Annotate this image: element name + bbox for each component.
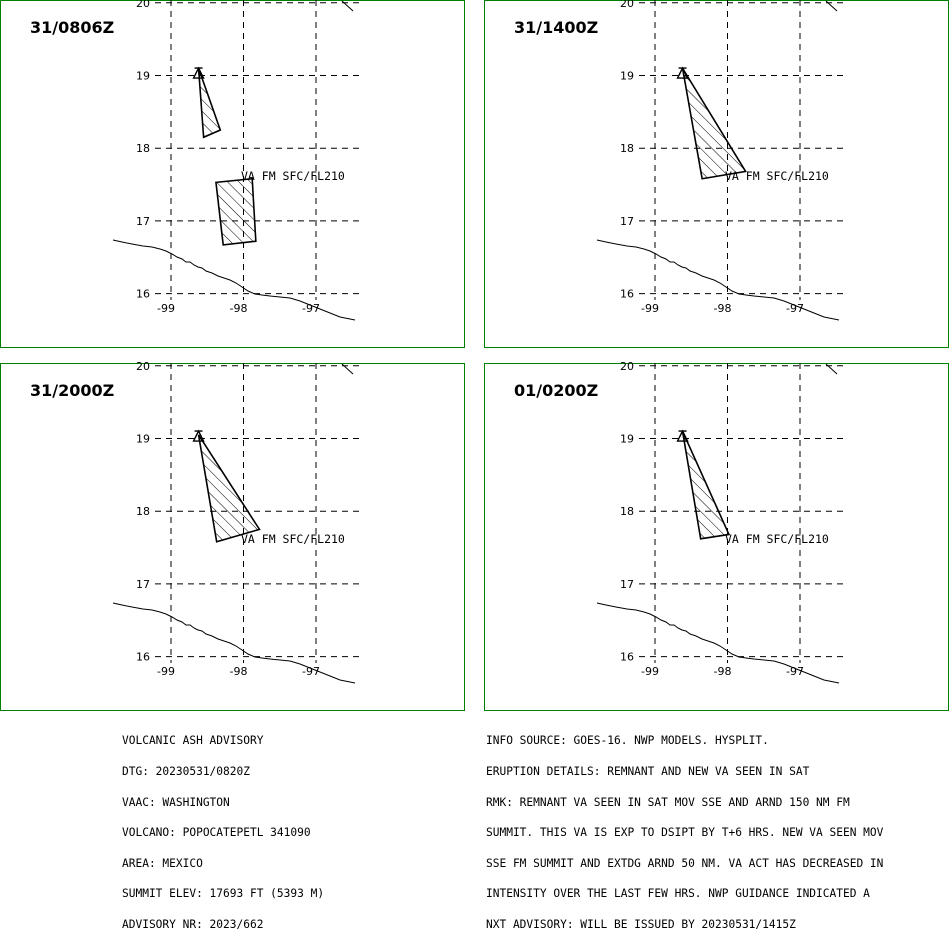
latitude-tick-label: 18: [136, 142, 150, 155]
border-line: [825, 363, 838, 375]
panel-map-3: 20 19 18 17 16 -99 -98 -97 VA FM SFC/FL210: [0, 360, 465, 711]
forecast-panel-2: 20 19 18 17 16 -99 -98 -97 VA FM SFC/FL210 31/14…: [484, 0, 949, 348]
advisory-line: VOLCANIC ASH ADVISORY: [122, 734, 264, 748]
ash-level-label: VA FM SFC/FL210: [725, 169, 829, 183]
ash-level-label: VA FM SFC/FL210: [241, 169, 345, 183]
latitude-tick-label: 16: [136, 288, 150, 301]
latitude-tick-label: 18: [620, 142, 634, 155]
advisory-line: VOLCANO: POPOCATEPETL 341090: [122, 826, 311, 840]
longitude-tick-label: -97: [302, 302, 320, 315]
advisory-remarks-right: INFO SOURCE: GOES-16. NWP MODELS. HYSPLI…: [486, 716, 883, 940]
panel-time-3: 31/2000Z: [30, 381, 115, 400]
panel-time-4: 01/0200Z: [514, 381, 599, 400]
latitude-tick-label: 17: [620, 578, 634, 591]
ash-level-label: VA FM SFC/FL210: [725, 532, 829, 546]
volcano-icon: [192, 429, 205, 442]
longitude-tick-label: -98: [714, 665, 732, 678]
latitude-tick-label: 20: [136, 360, 150, 373]
forecast-panel-3: 20 19 18 17 16 -99 -98 -97 VA FM SFC/FL210 31/20…: [0, 360, 465, 711]
longitude-tick-label: -97: [786, 302, 804, 315]
panel-frame: [0, 0, 465, 348]
coastline: [596, 239, 840, 321]
coastline: [112, 239, 356, 321]
latitude-tick-label: 18: [136, 505, 150, 518]
latitude-tick-label: 19: [620, 70, 634, 83]
advisory-line: ERUPTION DETAILS: REMNANT AND NEW VA SEE…: [486, 765, 810, 778]
advisory-line: ADVISORY NR: 2023/662: [122, 917, 264, 931]
longitude-tick-label: -98: [714, 302, 732, 315]
volcano-icon: [676, 66, 689, 79]
latitude-tick-label: 19: [620, 433, 634, 446]
volcano-icon: [192, 66, 205, 79]
panel-map-2: 20 19 18 17 16 -99 -98 -97 VA FM SFC/FL210: [484, 0, 949, 348]
latitude-tick-label: 17: [620, 215, 634, 228]
panel-time-1: 31/0806Z: [30, 18, 115, 37]
latitude-tick-label: 19: [136, 433, 150, 446]
ash-polygon: [681, 430, 731, 540]
panel-map-1: 20 19 18 17 16 -99 -98 -97 VA FM SFC/FL210: [0, 0, 465, 348]
latitude-tick-label: 20: [620, 0, 634, 10]
advisory-line: AREA: MEXICO: [122, 856, 203, 870]
advisory-header-left: VOLCANIC ASH ADVISORY DTG: 20230531/0820…: [122, 716, 324, 940]
latitude-tick-label: 16: [620, 288, 634, 301]
advisory-line: SUMMIT. THIS VA IS EXP TO DSIPT BY T+6 H…: [486, 826, 884, 840]
ash-polygon: [215, 177, 257, 246]
advisory-line: SUMMIT ELEV: 17693 FT (5393 M): [122, 887, 325, 901]
latitude-tick-label: 17: [136, 578, 150, 591]
advisory-line: DTG: 20230531/0820Z: [122, 765, 250, 778]
longitude-tick-label: -97: [786, 665, 804, 678]
forecast-panel-4: 20 19 18 17 16 -99 -98 -97 VA FM SFC/FL210 01/02…: [484, 360, 949, 711]
latitude-tick-label: 20: [136, 0, 150, 10]
longitude-tick-label: -97: [302, 665, 320, 678]
panel-frame: [0, 363, 465, 711]
advisory-line: INFO SOURCE: GOES-16. NWP MODELS. HYSPLI…: [486, 734, 769, 748]
latitude-tick-label: 16: [620, 651, 634, 664]
ash-polygon: [197, 67, 222, 139]
ash-polygon: [197, 434, 261, 543]
border-line: [825, 0, 838, 12]
longitude-tick-label: -99: [157, 302, 175, 315]
latitude-tick-label: 20: [620, 360, 634, 373]
latitude-tick-label: 19: [136, 70, 150, 83]
ash-polygon: [681, 67, 747, 180]
advisory-line: RMK: REMNANT VA SEEN IN SAT MOV SSE AND …: [486, 795, 850, 809]
advisory-line: NXT ADVISORY: WILL BE ISSUED BY 20230531…: [486, 917, 796, 931]
border-line: [341, 363, 354, 375]
border-line: [341, 0, 354, 12]
coastline: [596, 602, 840, 684]
panel-map-4: 20 19 18 17 16 -99 -98 -97 VA FM SFC/FL210: [484, 360, 949, 711]
advisory-line: VAAC: WASHINGTON: [122, 795, 230, 809]
panel-frame: [484, 363, 949, 711]
panel-time-2: 31/1400Z: [514, 18, 599, 37]
coastline: [112, 602, 356, 684]
advisory-line: SSE FM SUMMIT AND EXTDG ARND 50 NM. VA A…: [486, 856, 884, 870]
latitude-tick-label: 18: [620, 505, 634, 518]
longitude-tick-label: -98: [230, 665, 248, 678]
longitude-tick-label: -98: [230, 302, 248, 315]
longitude-tick-label: -99: [157, 665, 175, 678]
longitude-tick-label: -99: [641, 302, 659, 315]
latitude-tick-label: 16: [136, 651, 150, 664]
volcano-icon: [676, 429, 689, 442]
advisory-line: INTENSITY OVER THE LAST FEW HRS. NWP GUI…: [486, 887, 870, 901]
panel-frame: [484, 0, 949, 348]
latitude-tick-label: 17: [136, 215, 150, 228]
longitude-tick-label: -99: [641, 665, 659, 678]
forecast-panel-1: 20 19 18 17 16 -99 -98 -97 VA FM SFC/FL210 31/08…: [0, 0, 465, 348]
ash-level-label: VA FM SFC/FL210: [241, 532, 345, 546]
